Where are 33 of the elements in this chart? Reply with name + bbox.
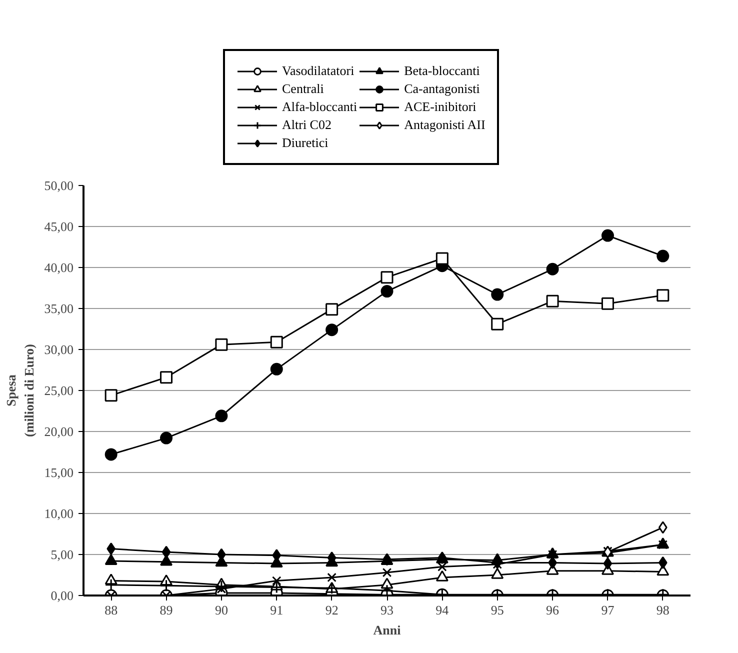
legend-label: Alfa-bloccanti [282, 99, 358, 115]
y-axis-title: Spesa (milioni di Euro) [3, 344, 36, 437]
y-tick-label: 25,00 [44, 383, 74, 398]
y-tick-label: 5,00 [50, 547, 74, 562]
y-tick-label: 20,00 [44, 424, 74, 439]
y-tick-label: 50,00 [44, 178, 74, 193]
x-tick-label: 93 [380, 602, 394, 618]
x-tick-label: 91 [270, 602, 284, 618]
x-tick-label: 89 [160, 602, 173, 618]
x-tick-label: 90 [214, 602, 228, 618]
x-tick-label: 94 [436, 602, 450, 618]
x-tick-label: 88 [104, 602, 118, 618]
y-tick-label: 45,00 [44, 219, 74, 234]
legend-label: Altri C02 [282, 117, 332, 133]
legend-label: Beta-bloccanti [404, 63, 480, 79]
x-tick-label: 92 [325, 602, 338, 618]
y-tick-label: 35,00 [44, 301, 74, 316]
x-tick-label: 98 [656, 602, 670, 618]
y-tick-label: 0,00 [50, 588, 74, 603]
y-tick-label: 15,00 [44, 465, 74, 480]
legend-label: Antagonisti AII [404, 117, 486, 133]
y-tick-label: 10,00 [44, 506, 74, 521]
x-axis-title: Anni [373, 622, 402, 638]
legend-label: ACE-inibitori [404, 99, 476, 115]
x-tick-label: 97 [601, 602, 615, 618]
legend-label: Diuretici [282, 135, 328, 151]
legend-label: Vasodilatatori [282, 63, 354, 79]
x-tick-label: 95 [490, 602, 504, 618]
y-tick-label: 40,00 [44, 260, 74, 275]
legend-label: Ca-antagonisti [404, 81, 480, 97]
x-tick-label: 96 [546, 602, 560, 618]
legend-label: Centrali [282, 81, 324, 97]
y-tick-label: 30,00 [44, 342, 74, 357]
